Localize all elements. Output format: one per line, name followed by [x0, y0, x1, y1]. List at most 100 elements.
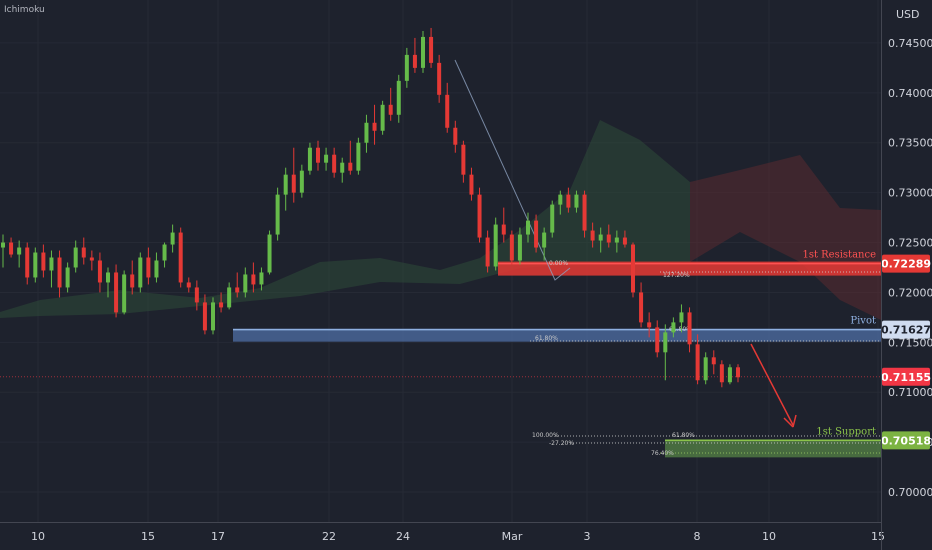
x-tick-label: 10	[31, 530, 45, 543]
x-tick-label: 10	[762, 530, 776, 543]
candle-body	[558, 194, 563, 205]
candle-body	[202, 302, 207, 331]
y-tick-label: 0.74500	[888, 37, 932, 50]
candle-body	[251, 274, 256, 285]
candle-body	[380, 104, 385, 131]
fib-trend-line	[454, 59, 571, 281]
fib-level-label: 61.80%	[535, 335, 558, 342]
fib-level-label: 0.00%	[549, 260, 568, 267]
indicator-label[interactable]: Ichimoku	[4, 5, 45, 15]
candle-body	[316, 147, 320, 163]
candle-body	[412, 54, 417, 68]
candle-body	[348, 162, 353, 171]
candle-body	[211, 302, 215, 331]
axis-separator	[881, 0, 882, 550]
candle-body	[703, 357, 708, 381]
candle-body	[235, 287, 240, 293]
time-axis[interactable]: 10 15 17 22 24 Mar 3 8 10 15	[31, 530, 885, 543]
forecast-arrow-head	[783, 414, 797, 428]
candle-body	[1, 242, 5, 248]
candle-body	[396, 80, 401, 115]
y-tick-label: 0.71000	[888, 386, 932, 399]
candle-body	[356, 142, 361, 171]
resistance-zone	[498, 261, 881, 276]
candle-body	[219, 302, 224, 308]
fib-level-label: 100.00%	[532, 432, 559, 439]
candle-body	[227, 287, 232, 308]
candle-body	[429, 36, 434, 63]
y-tick-label: 0.71500	[888, 336, 932, 349]
y-tick-label: 0.70000	[888, 486, 932, 499]
level-zones	[233, 261, 881, 458]
annotations: 1st Resistance Pivot 1st Support	[750, 250, 876, 437]
candle-body	[340, 162, 345, 173]
support-label: 1st Support	[816, 426, 876, 437]
candle-body	[582, 194, 587, 231]
resistance-price-tag: 0.72289	[881, 258, 931, 271]
support-price-tag: 0.70518	[881, 434, 931, 447]
candle-body	[81, 247, 86, 258]
candle-body	[154, 260, 159, 278]
candle-body	[526, 220, 530, 235]
x-tick-label: 3	[584, 530, 591, 543]
candle-body	[566, 194, 571, 208]
candle-body	[324, 154, 329, 163]
candle-body	[639, 292, 644, 323]
candle-body	[655, 327, 660, 353]
candle-body	[33, 252, 38, 278]
currency-label[interactable]: USD	[896, 8, 920, 21]
time-axis-separator	[0, 522, 882, 523]
price-axis[interactable]: 0.700000.705000.710000.715000.720000.725…	[881, 37, 932, 499]
candle-body	[445, 94, 450, 128]
grid	[0, 0, 881, 522]
candle-body	[65, 267, 70, 288]
candle-body	[437, 62, 442, 95]
y-tick-label: 0.74000	[888, 87, 932, 100]
y-tick-label: 0.73000	[888, 187, 932, 200]
candle-body	[614, 237, 619, 243]
candle-body	[138, 257, 143, 288]
candle-body	[542, 232, 547, 248]
candle-body	[57, 257, 62, 288]
candle-body	[106, 272, 110, 283]
support-zone	[665, 439, 881, 458]
candle-body	[679, 312, 684, 323]
candle-body	[606, 234, 611, 243]
fib-level-label: 76.40%	[651, 450, 674, 457]
candle-body	[178, 232, 183, 283]
candle-body	[719, 364, 724, 383]
candle-body	[372, 122, 377, 131]
candle-body	[517, 234, 522, 261]
candle-body	[687, 312, 692, 345]
candle-body	[130, 274, 135, 288]
support-price-tag-bg	[882, 431, 930, 450]
candle-body	[695, 344, 700, 381]
candle-body	[404, 54, 409, 81]
fib-level-label: 61.80%	[669, 326, 692, 333]
y-tick-label: 0.72000	[888, 286, 932, 299]
candle-body	[307, 147, 312, 171]
candle-body	[41, 252, 46, 271]
candle-body	[477, 194, 482, 238]
candle-body	[453, 127, 458, 145]
candle-body	[461, 144, 466, 175]
candle-body	[73, 247, 78, 268]
y-tick-label: 0.72500	[888, 237, 932, 250]
candle-body	[259, 272, 264, 285]
candle-body	[194, 287, 199, 303]
resistance-price-tag-bg	[882, 254, 930, 273]
candle-body	[283, 174, 288, 195]
candle-body	[364, 122, 369, 143]
x-tick-label: 15	[141, 530, 155, 543]
candle-body	[162, 244, 167, 261]
cloud-bearish	[690, 155, 881, 320]
candle-body	[485, 237, 490, 267]
candle-body	[574, 194, 579, 208]
candle-body	[25, 247, 30, 278]
x-tick-label: 24	[396, 530, 410, 543]
candle-body	[493, 224, 498, 267]
x-tick-label: 22	[322, 530, 336, 543]
candle-body	[267, 234, 272, 273]
candle-body	[711, 357, 716, 365]
